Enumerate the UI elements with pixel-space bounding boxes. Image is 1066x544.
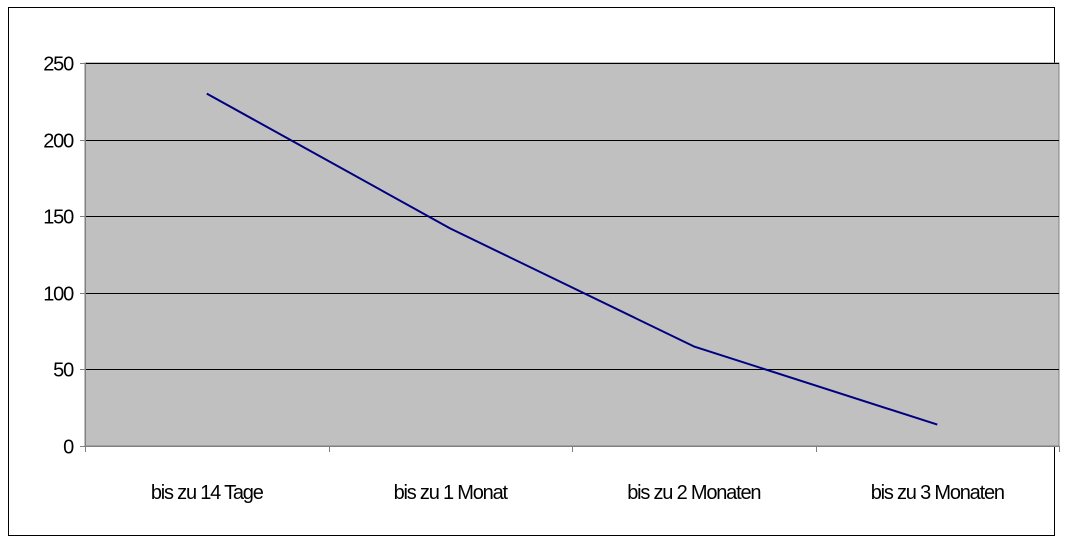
- y-tick-label-200: 200: [43, 131, 74, 153]
- axes: [80, 63, 1060, 452]
- x-tick-label-2: bis zu 2 Monaten: [627, 482, 760, 504]
- y-tick-label-0: 0: [63, 437, 74, 459]
- x-tick-label-1: bis zu 1 Monat: [394, 482, 509, 504]
- y-tick-label-100: 100: [43, 284, 74, 306]
- y-tick-label-50: 50: [53, 360, 74, 382]
- y-tick-labels: 0 50 100 150 200 250: [43, 54, 75, 459]
- y-tick-label-250: 250: [43, 54, 74, 76]
- gridlines: [85, 63, 1059, 370]
- x-tick-label-0: bis zu 14 Tage: [151, 482, 264, 504]
- y-tick-label-150: 150: [43, 207, 74, 229]
- x-tick-label-3: bis zu 3 Monaten: [871, 482, 1004, 504]
- series-line-0: [206, 92, 938, 426]
- plot-area: [84, 62, 1060, 447]
- x-tick-labels: bis zu 14 Tage bis zu 1 Monat bis zu 2 Mon…: [151, 482, 1005, 504]
- series-layer: [206, 92, 938, 426]
